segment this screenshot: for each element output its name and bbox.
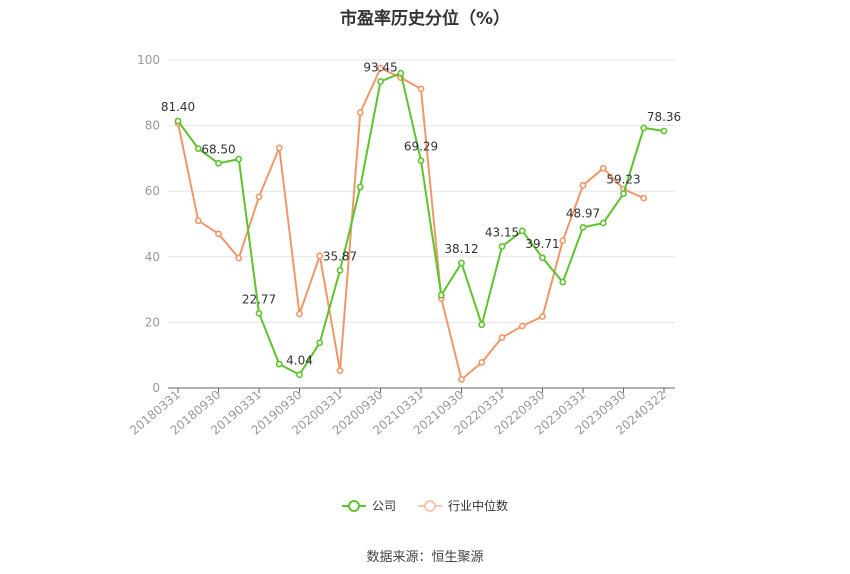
data-point: [397, 69, 405, 77]
y-tick-label: 100: [137, 53, 160, 67]
legend-label-industry-median: 行业中位数: [448, 499, 509, 513]
data-point: [356, 183, 364, 191]
data-point: [458, 376, 465, 383]
legend: 公司 行业中位数: [0, 497, 850, 514]
gridlines: [168, 59, 675, 323]
data-label: 48.97: [566, 206, 600, 220]
y-tick-label: 60: [145, 184, 160, 198]
data-point: [640, 124, 648, 132]
chart-title: 市盈率历史分位（%）: [339, 9, 511, 29]
data-label: 22.77: [242, 292, 276, 306]
data-label: 4.04: [286, 354, 313, 368]
data-point: [417, 85, 425, 93]
data-point: [174, 117, 182, 125]
data-source: 数据来源：恒生聚源: [366, 550, 484, 565]
data-point: [255, 309, 263, 317]
data-point: [316, 339, 324, 347]
data-label: 39.71: [525, 237, 559, 251]
data-point: [539, 313, 546, 320]
data-point: [559, 237, 567, 245]
data-point: [235, 254, 243, 262]
data-point: [478, 359, 486, 366]
data-point: [478, 321, 486, 329]
y-tick-label: 80: [145, 119, 160, 133]
data-point: [640, 194, 648, 202]
data-point: [296, 371, 303, 379]
data-point: [336, 367, 344, 375]
data-point: [194, 145, 202, 152]
data-label: 68.50: [201, 142, 235, 156]
data-label: 93.45: [363, 60, 397, 74]
data-point: [579, 223, 587, 231]
data-label: 69.29: [404, 140, 438, 154]
data-point: [275, 144, 283, 152]
data-label: 43.15: [485, 225, 519, 239]
data-label: 38.12: [444, 242, 478, 256]
legend-swatch-company: [341, 499, 366, 513]
data-point: [356, 109, 364, 116]
data-label: 81.40: [161, 100, 195, 114]
data-label: 59.23: [606, 173, 640, 187]
y-tick-label: 40: [145, 250, 160, 264]
data-point: [296, 310, 303, 318]
data-point: [194, 217, 202, 225]
series-lines: [174, 64, 668, 383]
data-point: [336, 266, 344, 274]
data-label: 35.87: [323, 249, 357, 263]
data-point: [437, 291, 445, 299]
series-industry-median: [174, 64, 648, 383]
data-point: [215, 230, 222, 238]
data-point: [620, 190, 627, 198]
data-point: [458, 259, 465, 267]
data-point: [235, 155, 243, 163]
data-point: [599, 164, 607, 172]
data-point: [559, 278, 567, 286]
legend-item-industry-median[interactable]: 行业中位数: [418, 497, 508, 514]
data-point: [660, 127, 668, 135]
data-point: [539, 254, 546, 262]
y-tick-label: 20: [145, 315, 160, 329]
data-point: [275, 360, 283, 368]
data-point: [599, 219, 607, 227]
data-point: [417, 157, 425, 165]
data-point: [215, 159, 222, 167]
data-point: [518, 322, 526, 330]
legend-swatch-industry-median: [418, 499, 442, 513]
data-point: [316, 252, 324, 260]
data-point: [579, 181, 587, 189]
legend-item-company[interactable]: 公司: [341, 497, 396, 514]
data-point: [518, 227, 526, 235]
series-line: [177, 66, 645, 382]
series-company: [174, 69, 668, 379]
data-point: [498, 243, 506, 250]
axes: 0204060801002018033120180930201903312019…: [127, 53, 675, 438]
data-point: [255, 193, 263, 201]
data-point: [377, 78, 384, 85]
legend-label-company: 公司: [371, 499, 396, 513]
data-point: [377, 64, 384, 72]
y-tick-label: 0: [152, 381, 160, 395]
data-point: [498, 334, 506, 341]
data-labels: 81.40 68.50 22.77 4.04 35.87 93.45 69.29 38.12 4…: [161, 60, 681, 367]
data-label: 78.36: [647, 110, 681, 124]
